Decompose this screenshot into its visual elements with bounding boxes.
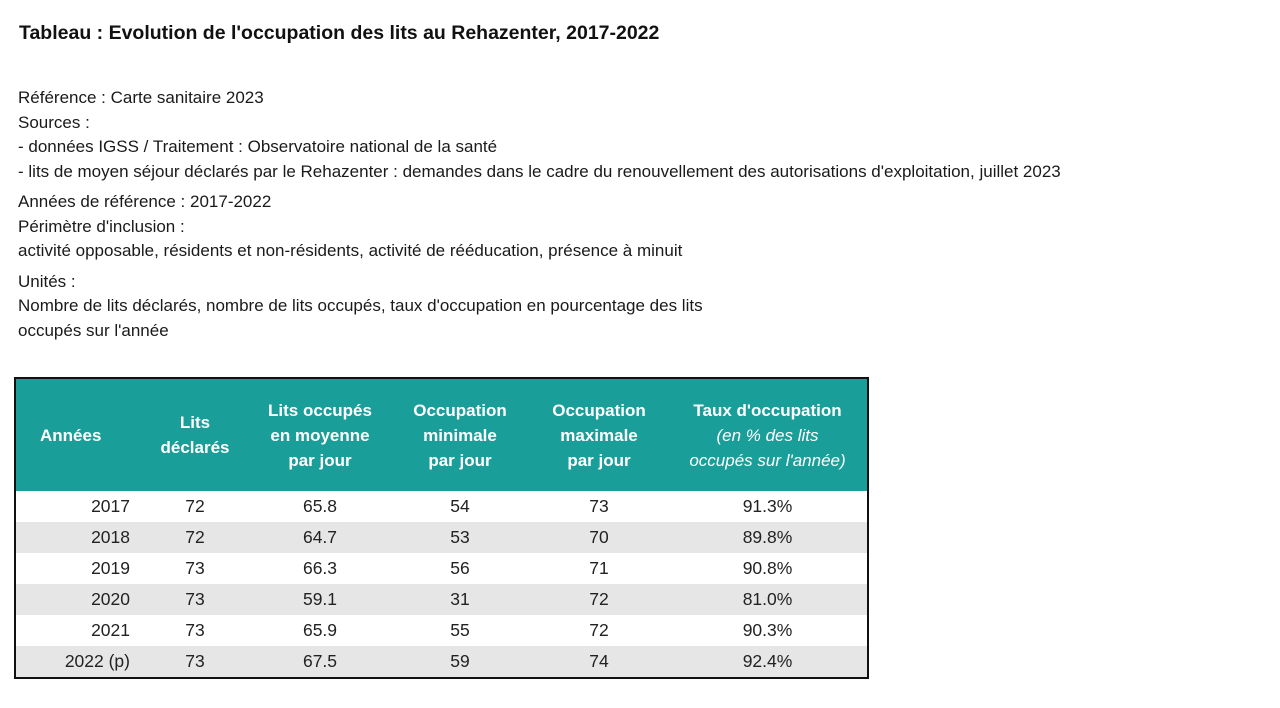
cell-rate: 81.0% <box>668 584 867 615</box>
header-rate: Taux d'occupation (en % des lits occupés… <box>668 379 867 491</box>
header-rate-l1: Taux d'occupation <box>693 400 842 420</box>
cell-declared: 72 <box>140 522 250 553</box>
header-rate-sub-l1: (en % des lits <box>716 425 819 445</box>
cell-rate: 90.8% <box>668 553 867 584</box>
cell-year: 2018 <box>16 522 140 553</box>
cell-rate: 92.4% <box>668 646 867 677</box>
header-declared: Lits déclarés <box>140 379 250 491</box>
cell-declared: 73 <box>140 553 250 584</box>
header-min-l1: Occupation <box>413 400 507 420</box>
cell-declared: 72 <box>140 491 250 522</box>
units-label: Unités : <box>18 271 76 291</box>
cell-occupied: 67.5 <box>250 646 390 677</box>
units-line-1: Nombre de lits déclarés, nombre de lits … <box>18 296 703 315</box>
header-max-l1: Occupation <box>552 400 646 420</box>
cell-declared: 73 <box>140 584 250 615</box>
cell-year: 2020 <box>16 584 140 615</box>
table-row: 2017 72 65.8 54 73 91.3% <box>16 491 867 522</box>
cell-year: 2021 <box>16 615 140 646</box>
reference-line: Référence : Carte sanitaire 2023 <box>18 88 264 107</box>
table-row: 2020 73 59.1 31 72 81.0% <box>16 584 867 615</box>
header-max-l2: maximale <box>560 425 638 445</box>
cell-max: 74 <box>530 646 668 677</box>
header-years: Années <box>16 379 140 491</box>
cell-rate: 91.3% <box>668 491 867 522</box>
cell-occupied: 65.9 <box>250 615 390 646</box>
table-row: 2021 73 65.9 55 72 90.3% <box>16 615 867 646</box>
cell-occupied: 59.1 <box>250 584 390 615</box>
reference-years-line: Années de référence : 2017-2022 <box>18 192 272 211</box>
cell-rate: 89.8% <box>668 522 867 553</box>
cell-year: 2017 <box>16 491 140 522</box>
header-min: Occupation minimale par jour <box>390 379 530 491</box>
header-rate-sub-l2: occupés sur l'année) <box>689 450 846 470</box>
header-min-l3: par jour <box>428 450 492 470</box>
table-row: 2018 72 64.7 53 70 89.8% <box>16 522 867 553</box>
page-title: Tableau : Evolution de l'occupation des … <box>19 22 660 44</box>
cell-occupied: 65.8 <box>250 491 390 522</box>
metadata-block: Référence : Carte sanitaire 2023 Sources… <box>18 86 1061 343</box>
perimeter-label: Périmètre d'inclusion : <box>18 216 185 236</box>
header-years-text: Années <box>40 425 102 445</box>
cell-rate: 90.3% <box>668 615 867 646</box>
header-max-l3: par jour <box>567 450 631 470</box>
table-header-row: Années Lits déclarés Lits occupés en moy… <box>16 379 867 491</box>
cell-year: 2019 <box>16 553 140 584</box>
cell-min: 59 <box>390 646 530 677</box>
header-min-l2: minimale <box>423 425 497 445</box>
cell-declared: 73 <box>140 615 250 646</box>
perimeter-line: activité opposable, résidents et non-rés… <box>18 241 683 260</box>
source-line-1: - données IGSS / Traitement : Observatoi… <box>18 137 498 156</box>
cell-max: 70 <box>530 522 668 553</box>
cell-min: 31 <box>390 584 530 615</box>
cell-max: 71 <box>530 553 668 584</box>
table-row: 2019 73 66.3 56 71 90.8% <box>16 553 867 584</box>
cell-min: 54 <box>390 491 530 522</box>
header-declared-l1: Lits <box>179 413 211 432</box>
cell-max: 72 <box>530 584 668 615</box>
occupancy-table-frame: Années Lits déclarés Lits occupés en moy… <box>14 377 869 679</box>
header-declared-l2: déclarés <box>160 438 230 457</box>
cell-max: 72 <box>530 615 668 646</box>
cell-min: 55 <box>390 615 530 646</box>
cell-occupied: 64.7 <box>250 522 390 553</box>
table-row: 2022 (p) 73 67.5 59 74 92.4% <box>16 646 867 677</box>
occupancy-table: Années Lits déclarés Lits occupés en moy… <box>16 379 867 677</box>
cell-max: 73 <box>530 491 668 522</box>
header-occupied-l1: Lits occupés <box>268 400 372 420</box>
cell-declared: 73 <box>140 646 250 677</box>
cell-occupied: 66.3 <box>250 553 390 584</box>
cell-year: 2022 (p) <box>16 646 140 677</box>
header-max: Occupation maximale par jour <box>530 379 668 491</box>
header-occupied-l3: par jour <box>288 450 352 470</box>
cell-min: 56 <box>390 553 530 584</box>
sources-label: Sources : <box>18 112 90 132</box>
cell-min: 53 <box>390 522 530 553</box>
units-line-2: occupés sur l'année <box>18 320 169 340</box>
source-line-2: - lits de moyen séjour déclarés par le R… <box>18 161 1061 181</box>
header-occupied: Lits occupés en moyenne par jour <box>250 379 390 491</box>
header-occupied-l2: en moyenne <box>270 425 370 445</box>
